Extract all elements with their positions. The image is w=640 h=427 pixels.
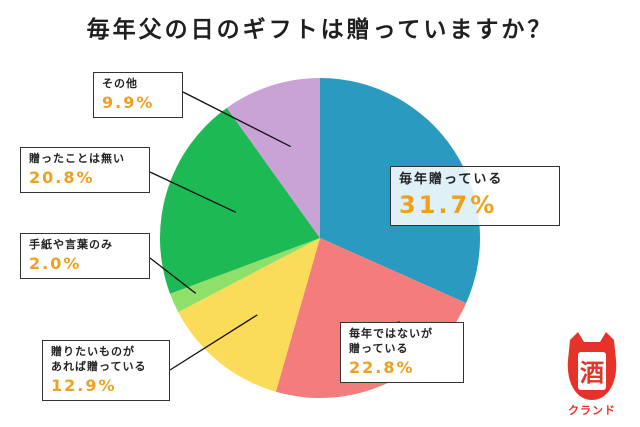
pie-slice-5 bbox=[226, 78, 320, 238]
slice-label-4: 贈ったことは無い 20.8% bbox=[20, 147, 150, 194]
slice-percentage: 12.9% bbox=[51, 375, 117, 395]
slice-label-text: あれば贈っている bbox=[51, 359, 147, 373]
leader-line bbox=[182, 91, 291, 148]
slice-label-text: 毎年贈っている bbox=[399, 172, 504, 187]
slice-label-text: 手紙や言葉のみ bbox=[29, 238, 113, 251]
slice-label-text: 贈ったことは無い bbox=[29, 152, 125, 165]
slice-label-5: その他 9.9% bbox=[93, 72, 183, 119]
sake-logo-icon: 酒 bbox=[567, 332, 617, 400]
slice-label-0: 毎年贈っている 31.7% bbox=[390, 166, 560, 226]
leader-line bbox=[149, 257, 197, 294]
brand-logo: 酒 クランド bbox=[556, 330, 628, 422]
slice-label-1: 毎年ではないが 贈っている 22.8% bbox=[340, 322, 464, 384]
slice-label-text: 毎年ではないが bbox=[349, 327, 433, 340]
pie-slice-4 bbox=[160, 107, 320, 294]
slice-label-3: 手紙や言葉のみ 2.0% bbox=[20, 233, 150, 280]
slice-label-text: その他 bbox=[102, 77, 138, 90]
slice-label-2: 贈りたいものが あれば贈っている 12.9% bbox=[42, 340, 170, 402]
slice-label-text: 贈っている bbox=[349, 341, 409, 355]
slice-label-text: 贈りたいものが bbox=[51, 345, 135, 358]
slice-percentage: 9.9% bbox=[102, 92, 155, 112]
slice-percentage: 31.7% bbox=[399, 190, 498, 219]
slice-percentage: 20.8% bbox=[29, 167, 95, 187]
leader-line bbox=[149, 171, 237, 213]
chart-title: 毎年父の日のギフトは贈っていますか？ bbox=[86, 17, 554, 43]
pie-slice-2 bbox=[178, 238, 320, 392]
slice-percentage: 2.0% bbox=[29, 253, 82, 273]
logo-glyph: 酒 bbox=[580, 359, 604, 387]
logo-text: クランド bbox=[568, 404, 616, 417]
leader-line bbox=[169, 314, 258, 371]
slice-percentage: 22.8% bbox=[349, 357, 415, 377]
pie-slice-3 bbox=[170, 238, 320, 313]
